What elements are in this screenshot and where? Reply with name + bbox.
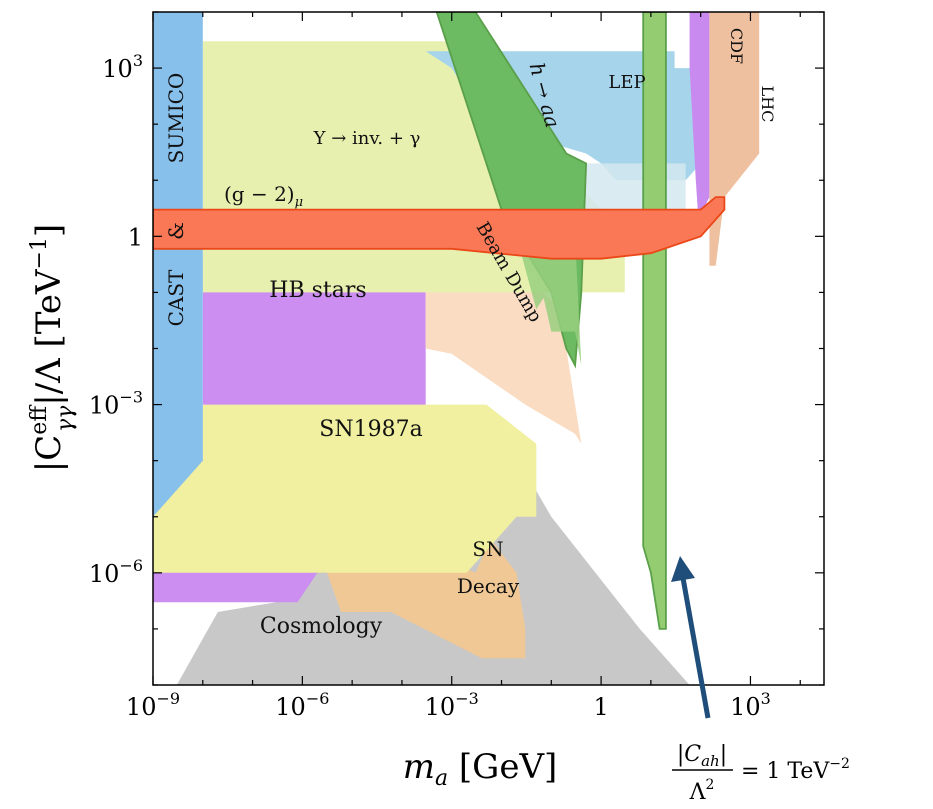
region-sn1987a [153,404,537,573]
cah-numerator: |Cah| [677,742,727,770]
x-axis-sub: a [435,766,448,791]
g2-main: (g − 2) [224,182,295,206]
x-tick-label-base: 10 [275,693,306,721]
x-tick-label: 103 [730,689,771,721]
y-tick-label-exp: 3 [133,51,143,70]
y-axis-post: ] [29,224,69,237]
cah-sub: ah [701,752,720,770]
y-axis-title: |Ceffγγ|/Λ [TeV−1] [27,224,78,472]
y-tick-label: 10−6 [89,556,143,588]
region-sumico-cast [153,12,203,517]
y-tick-label: 1 [128,223,143,251]
cah-rhs-text: = 1 TeV [741,759,830,784]
region-g-2 [153,196,726,260]
x-tick-label: 10−9 [126,689,180,721]
cah-num: |C [677,742,701,767]
label-upsilon: Υ → inv. + γ [313,128,421,149]
y-axis-mid: |/Λ [TeV [29,268,69,406]
axis-ticks [152,11,824,686]
y-axis-sup2: −1 [27,237,52,269]
y-tick-label-base: 10 [89,560,120,588]
y-tick-label-exp: −3 [119,388,143,407]
x-tick-label: 10−6 [275,689,329,721]
cah-rhs-sup: −2 [829,756,850,772]
cah-close: | [720,742,727,767]
x-axis-title: ma [GeV] [403,747,558,791]
label-sumico: SUMICO [164,73,188,164]
label-decay: Decay [457,574,520,598]
x-tick-label-base: 1 [593,693,608,721]
label-sn: SN [472,537,503,561]
x-tick-label-exp: −6 [306,689,330,708]
y-tick-label: 103 [102,51,143,83]
y-axis-pre: |C [29,435,69,472]
region-h-aa-light [516,236,582,366]
x-tick-label-base: 10 [730,693,761,721]
label-ampersand: & [164,222,188,240]
label-cosmology: Cosmology [260,614,383,639]
x-tick-label-exp: 3 [761,689,771,708]
cah-den-sup: 2 [705,777,714,793]
x-axis-m: m [403,747,435,787]
y-tick-label-base: 10 [89,392,120,420]
label-hb-stars: HB stars [269,278,366,303]
y-tick-label: 10−3 [89,388,143,420]
label-lep: LEP [608,72,645,93]
x-tick-label-base: 10 [126,693,157,721]
cah-annotation: |Cah| Λ2 = 1 TeV−2 [671,556,850,805]
g2-sub: μ [295,195,303,210]
x-tick-label: 10−3 [425,689,479,721]
y-tick-label-base: 10 [102,55,133,83]
label-cast: CAST [164,269,188,326]
annotation-arrow-head [671,556,695,582]
cah-denominator: Λ2 [689,777,715,805]
x-tick-labels: 10−9 10−6 10−3 1 103 [126,689,771,721]
annotation-arrow-shaft [680,577,711,719]
x-axis-unit: [GeV] [448,747,557,787]
y-axis-sub: γγ [53,405,78,432]
x-tick-label-base: 10 [425,693,456,721]
x-tick-label-exp: −9 [156,689,180,708]
label-sn1987a: SN1987a [319,417,422,442]
y-tick-label-base: 1 [128,223,143,251]
y-axis-sup: eff [27,405,52,435]
cah-den: Λ [689,780,707,805]
x-tick-label: 1 [593,693,608,721]
label-cdf: CDF [727,28,746,64]
region-cdf [689,12,710,220]
cah-rhs: = 1 TeV−2 [741,756,850,784]
region-c-ah-band [642,12,667,630]
label-g-minus-2: (g − 2)μ [224,182,303,210]
exclusion-regions [153,12,760,685]
label-lhc: LHC [758,86,777,123]
x-tick-label-exp: −3 [455,689,479,708]
y-tick-label-exp: −6 [119,556,143,575]
